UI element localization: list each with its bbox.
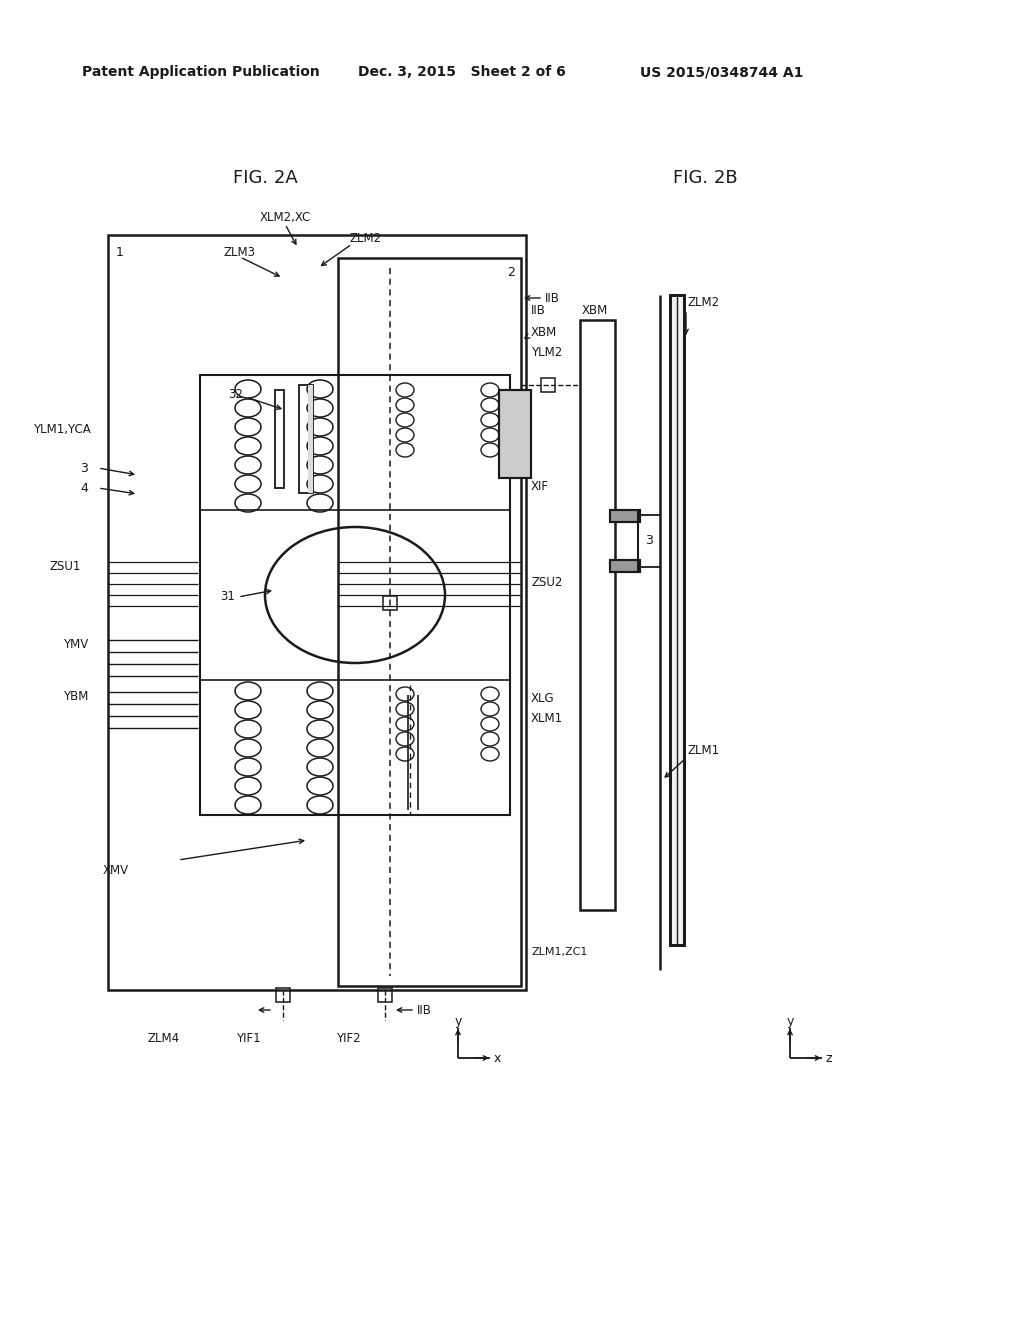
Text: YLM2: YLM2 (531, 346, 562, 359)
Text: ZSU1: ZSU1 (50, 560, 81, 573)
Bar (275, 389, 284, 488)
Text: XIF: XIF (531, 479, 549, 492)
Text: YBM: YBM (63, 689, 88, 702)
Text: ZLM3: ZLM3 (224, 246, 256, 259)
Text: y: y (455, 1015, 462, 1028)
Bar (378, 987, 392, 1002)
Bar (338, 257, 521, 986)
Bar (610, 560, 640, 572)
Bar (108, 235, 526, 990)
Text: YMV: YMV (63, 638, 88, 651)
Text: ZLM1,ZC1: ZLM1,ZC1 (531, 946, 588, 957)
Text: US 2015/0348744 A1: US 2015/0348744 A1 (640, 65, 804, 79)
Text: XLM1: XLM1 (531, 711, 563, 725)
Text: XLM2,XC: XLM2,XC (259, 211, 310, 224)
Text: 2: 2 (507, 265, 515, 279)
Text: XBM: XBM (531, 326, 557, 338)
Bar (308, 385, 313, 492)
Text: 3: 3 (645, 533, 653, 546)
Text: IIB: IIB (417, 1003, 432, 1016)
Text: z: z (826, 1052, 833, 1064)
Bar (383, 597, 397, 610)
Text: 31: 31 (220, 590, 234, 603)
Bar (610, 510, 640, 521)
Bar (200, 375, 510, 814)
Bar (670, 294, 684, 945)
Bar (541, 378, 555, 392)
Text: 32: 32 (228, 388, 243, 401)
Bar (200, 680, 510, 814)
Bar (499, 389, 531, 478)
Bar (276, 987, 290, 1002)
Text: ZSU2: ZSU2 (531, 576, 562, 589)
Text: YLM1,YCA: YLM1,YCA (33, 424, 91, 437)
Text: YIF1: YIF1 (236, 1031, 260, 1044)
Text: IIB: IIB (531, 304, 546, 317)
Text: FIG. 2A: FIG. 2A (232, 169, 297, 187)
Text: Dec. 3, 2015   Sheet 2 of 6: Dec. 3, 2015 Sheet 2 of 6 (358, 65, 565, 79)
Text: XMV: XMV (103, 863, 129, 876)
Text: ZLM2: ZLM2 (688, 296, 720, 309)
Bar (670, 294, 684, 945)
Text: ZLM2: ZLM2 (350, 231, 382, 244)
Bar (200, 375, 510, 510)
Bar (610, 560, 640, 572)
Text: y: y (786, 1015, 794, 1028)
Text: 3: 3 (80, 462, 88, 474)
Text: XBM: XBM (582, 304, 608, 317)
Text: ZLM1: ZLM1 (688, 743, 720, 756)
Text: 1: 1 (116, 247, 124, 260)
Text: FIG. 2B: FIG. 2B (673, 169, 737, 187)
Bar (299, 385, 313, 492)
Text: 4: 4 (80, 482, 88, 495)
Bar (499, 389, 531, 478)
Bar (580, 319, 615, 909)
Text: IIB: IIB (545, 292, 560, 305)
Text: x: x (494, 1052, 502, 1064)
Text: ZLM4: ZLM4 (148, 1031, 180, 1044)
Text: XLG: XLG (531, 692, 555, 705)
Text: Patent Application Publication: Patent Application Publication (82, 65, 319, 79)
Text: YIF2: YIF2 (336, 1031, 360, 1044)
Bar (610, 510, 640, 521)
